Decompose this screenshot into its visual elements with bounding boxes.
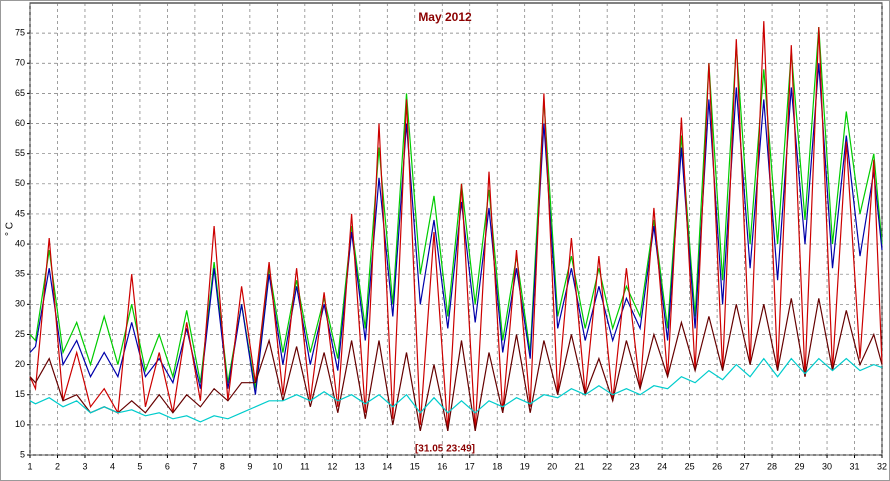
series-line <box>29 21 883 431</box>
y-tick-label: 70 <box>15 58 25 68</box>
x-tick-label: 23 <box>630 461 640 471</box>
x-tick-label: 31 <box>850 461 860 471</box>
x-tick-label: 3 <box>82 461 87 471</box>
y-tick-label: 60 <box>15 118 25 128</box>
x-tick-label: 22 <box>602 461 612 471</box>
x-tick-label: 10 <box>272 461 282 471</box>
x-tick-label: 16 <box>437 461 447 471</box>
x-tick-label: 19 <box>520 461 530 471</box>
x-tick-label: 30 <box>822 461 832 471</box>
x-tick-label: 15 <box>410 461 420 471</box>
y-tick-label: 45 <box>15 208 25 218</box>
x-tick-label: 21 <box>575 461 585 471</box>
x-tick-label: 14 <box>382 461 392 471</box>
x-tick-label: 29 <box>795 461 805 471</box>
chart-title: May 2012 <box>418 10 472 24</box>
y-tick-label: 35 <box>15 269 25 279</box>
y-tick-label: 15 <box>15 389 25 399</box>
y-tick-label: 5 <box>20 449 25 459</box>
x-tick-label: 12 <box>327 461 337 471</box>
y-tick-label: 30 <box>15 299 25 309</box>
x-tick-label: 5 <box>137 461 142 471</box>
series-line <box>29 63 883 395</box>
y-tick-label: 50 <box>15 178 25 188</box>
y-tick-label: 65 <box>15 88 25 98</box>
y-tick-label: 75 <box>15 28 25 38</box>
y-tick-label: 20 <box>15 359 25 369</box>
x-tick-label: 9 <box>247 461 252 471</box>
y-tick-label: 55 <box>15 148 25 158</box>
x-tick-label: 6 <box>165 461 170 471</box>
series-line <box>29 357 883 423</box>
series-line <box>29 298 883 432</box>
x-tick-label: 20 <box>547 461 557 471</box>
x-tick-label: 13 <box>355 461 365 471</box>
plot-area <box>29 2 883 456</box>
x-tick-label: 24 <box>657 461 667 471</box>
y-tick-label: 25 <box>15 329 25 339</box>
series-line <box>29 27 883 389</box>
y-tick-label: 40 <box>15 238 25 248</box>
y-tick-label: 10 <box>15 419 25 429</box>
annotation: [31.05 23:49] <box>415 444 475 455</box>
x-tick-label: 17 <box>465 461 475 471</box>
x-tick-label: 26 <box>712 461 722 471</box>
x-tick-label: 4 <box>110 461 115 471</box>
x-tick-label: 28 <box>767 461 777 471</box>
x-tick-label: 1 <box>27 461 32 471</box>
x-tick-label: 11 <box>300 461 309 471</box>
x-tick-label: 27 <box>740 461 750 471</box>
x-tick-label: 25 <box>685 461 695 471</box>
y-axis-label: ° C <box>5 222 16 236</box>
x-tick-label: 2 <box>55 461 60 471</box>
x-tick-label: 7 <box>192 461 197 471</box>
x-tick-label: 32 <box>877 461 887 471</box>
x-tick-label: 18 <box>492 461 502 471</box>
x-tick-label: 8 <box>220 461 225 471</box>
